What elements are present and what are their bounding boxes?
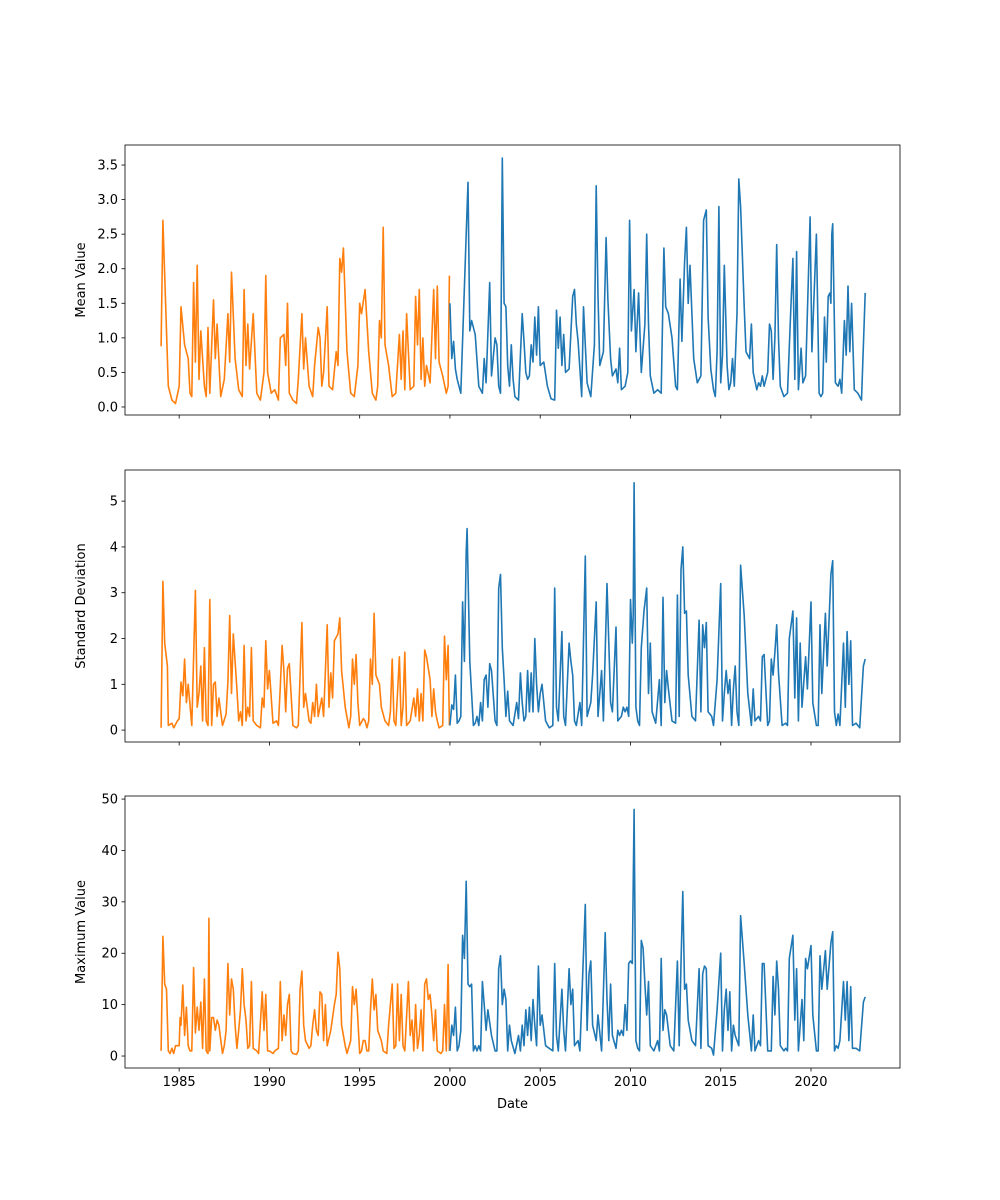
y-tick-label: 50 (101, 793, 118, 808)
x-tick-label: 2000 (433, 1075, 466, 1090)
y-tick-label: 40 (101, 844, 118, 859)
y-tick-label: 1.0 (97, 331, 118, 346)
x-tick-label: 1995 (343, 1075, 376, 1090)
y-tick-label: 2.0 (97, 262, 118, 277)
y-tick-label: 3.0 (97, 193, 118, 208)
y-axis-label-std: Standard Deviation (74, 543, 89, 668)
subplot-mean: 0.0 0.5 1.0 1.5 2.0 2.5 3.0 3.5 Mean Value (74, 144, 901, 419)
x-axis-label: Date (497, 1097, 528, 1112)
subplot-max: 0 10 20 30 40 50 1985 1990 1995 2000 2005 2010 2015 2… (74, 793, 901, 1112)
y-tick-label: 1 (110, 678, 118, 693)
x-tick-label: 2020 (794, 1075, 827, 1090)
series-line-std-post2000 (449, 482, 866, 729)
y-axis-label-max: Maximum Value (74, 880, 89, 984)
y-axis-label-mean: Mean Value (74, 242, 89, 317)
axes-frame-mean (124, 144, 901, 416)
y-tick-label: 0 (110, 1050, 118, 1065)
series-line-mean-post2000 (449, 157, 866, 401)
y-tick-label: 30 (101, 895, 118, 910)
axes-frame-std (124, 469, 901, 743)
x-tick-label: 2010 (614, 1075, 647, 1090)
x-tick-label: 1990 (253, 1075, 286, 1090)
series-line-std-pre2000 (160, 580, 451, 729)
y-tick-label: 0.0 (97, 400, 118, 415)
y-tick-label: 1.5 (97, 297, 118, 312)
y-tick-label: 0.5 (97, 366, 118, 381)
series-line-mean-pre2000 (160, 219, 451, 405)
y-tick-label: 3 (110, 586, 118, 601)
y-tick-label: 5 (110, 495, 118, 510)
x-tick-label: 1985 (163, 1075, 196, 1090)
y-tick-label: 4 (110, 540, 118, 555)
axes-frame-max (124, 795, 901, 1069)
y-tick-label: 2 (110, 632, 118, 647)
series-line-max-post2000 (449, 808, 866, 1056)
y-tick-label: 3.5 (97, 159, 118, 174)
y-tick-label: 20 (101, 947, 118, 962)
y-tick-label: 0 (110, 724, 118, 739)
subplot-std: 0 1 2 3 4 5 Standard Deviation (74, 469, 901, 746)
series-line-max-pre2000 (160, 917, 451, 1056)
y-tick-label: 2.5 (97, 228, 118, 243)
x-tick-label: 2015 (704, 1075, 737, 1090)
y-tick-label: 10 (101, 998, 118, 1013)
x-tick-label: 2005 (524, 1075, 557, 1090)
